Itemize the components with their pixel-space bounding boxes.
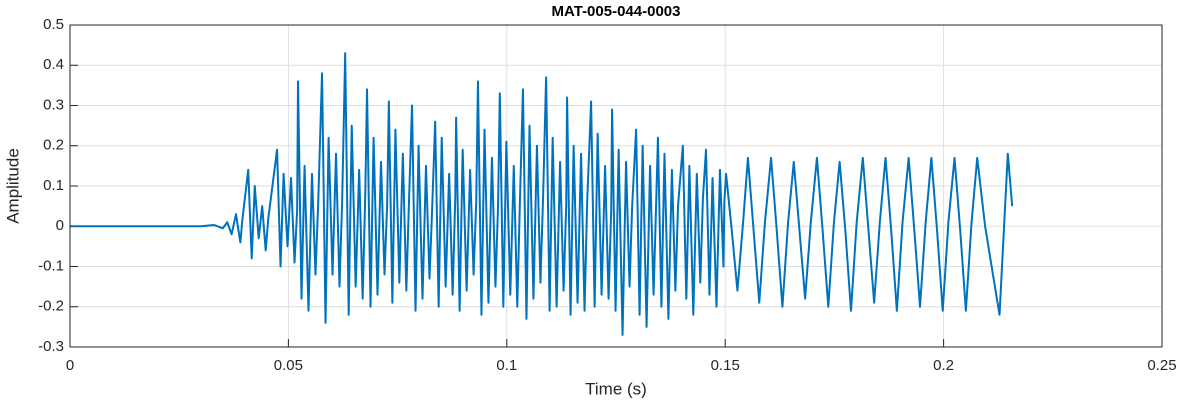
x-tick-label: 0.1: [496, 357, 517, 374]
y-tick-label: -0.3: [38, 338, 64, 355]
y-tick-label: 0.1: [43, 177, 64, 194]
y-tick-label: 0.3: [43, 96, 64, 113]
waveform-line: [70, 52, 1014, 336]
y-tick-label: -0.2: [38, 298, 64, 315]
axes-box: [69, 24, 1163, 348]
x-tick-label: 0.25: [1147, 357, 1176, 374]
x-tick-label: 0: [66, 357, 74, 374]
y-tick-label: 0.4: [43, 56, 64, 73]
chart-title: MAT-005-044-0003: [552, 3, 681, 20]
x-tick-label: 0.05: [274, 357, 303, 374]
x-tick-label: 0.15: [711, 357, 740, 374]
y-tick-label: 0: [56, 217, 64, 234]
y-tick-label: 0.5: [43, 16, 64, 33]
x-tick-label: 0.2: [933, 357, 954, 374]
y-tick-label: -0.1: [38, 257, 64, 274]
x-axis-label: Time (s): [585, 379, 647, 398]
y-tick-label: 0.2: [43, 137, 64, 154]
y-axis-label: Amplitude: [3, 148, 22, 224]
